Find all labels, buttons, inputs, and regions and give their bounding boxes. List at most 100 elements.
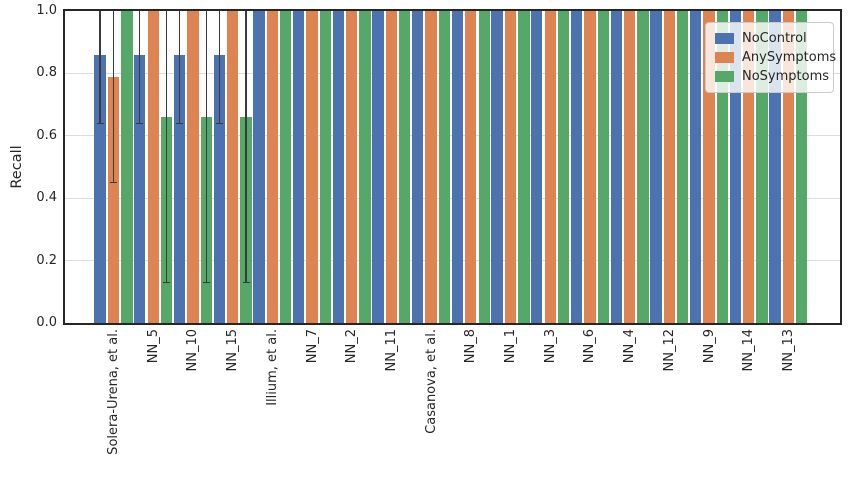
bar xyxy=(465,11,477,323)
error-bar-cap xyxy=(202,281,210,284)
error-bar xyxy=(165,11,168,283)
x-tick-label: NN_14 xyxy=(741,329,757,372)
bar xyxy=(677,11,689,323)
bar xyxy=(478,11,490,323)
bar xyxy=(173,54,186,323)
error-bar-cap xyxy=(110,181,117,184)
legend-swatch-icon xyxy=(715,71,734,82)
x-tick-label: Solera-Urena, et al. xyxy=(106,329,121,455)
legend-item: NoSymptoms xyxy=(715,69,829,84)
bar xyxy=(689,11,702,323)
bar xyxy=(94,54,106,323)
legend-label: NoControl xyxy=(742,31,807,46)
legend-item: NoControl xyxy=(715,31,824,46)
error-bar xyxy=(112,11,115,183)
x-tick-label: NN_5 xyxy=(145,329,161,364)
x-tick-label: NN_4 xyxy=(622,329,638,364)
bar xyxy=(663,11,675,323)
error-bar-cap xyxy=(215,122,223,125)
bar xyxy=(372,11,384,323)
bar xyxy=(518,11,530,323)
bar xyxy=(292,11,305,323)
bar xyxy=(597,11,609,323)
x-tick-label: NN_10 xyxy=(185,329,201,372)
bar xyxy=(491,11,503,323)
bar xyxy=(121,11,133,323)
bar xyxy=(531,11,543,323)
bar xyxy=(610,11,622,323)
bar xyxy=(570,11,583,323)
error-bar-cap xyxy=(242,281,250,284)
bar xyxy=(332,11,344,323)
bar xyxy=(769,11,781,323)
x-tick-label: Casanova, et al. xyxy=(423,329,439,434)
bar xyxy=(756,11,768,323)
bar xyxy=(319,11,332,323)
y-tick-label: 0.8 xyxy=(36,65,57,81)
bar xyxy=(425,11,437,323)
error-bar-cap xyxy=(96,122,104,125)
error-bar xyxy=(99,11,101,124)
x-tick-label: NN_1 xyxy=(503,329,518,364)
x-tick-label: NN_7 xyxy=(304,329,320,364)
bar xyxy=(743,11,755,323)
bar xyxy=(107,76,120,323)
x-tick-label: NN_12 xyxy=(661,329,677,372)
legend: NoControl AnySymptoms NoSymptoms xyxy=(705,22,836,93)
error-bar-cap xyxy=(136,122,144,125)
bar xyxy=(346,11,358,323)
bar xyxy=(213,54,225,323)
bar xyxy=(716,11,729,323)
error-bar xyxy=(178,11,181,124)
legend-label: NoSymptoms xyxy=(742,69,830,84)
y-tick-label: 0.0 xyxy=(36,315,57,330)
bar xyxy=(650,11,662,323)
bar xyxy=(134,54,146,323)
bar xyxy=(266,11,278,323)
bar xyxy=(796,11,808,323)
y-tick-label: 0.2 xyxy=(36,252,57,268)
bar xyxy=(147,11,159,323)
bar xyxy=(187,11,199,323)
error-bar-cap xyxy=(163,281,171,284)
error-bar xyxy=(139,11,141,124)
x-tick-label: NN_15 xyxy=(225,329,241,372)
bar xyxy=(438,11,451,323)
bar xyxy=(253,11,265,323)
bar xyxy=(623,11,636,323)
x-tick-label: NN_11 xyxy=(383,329,399,372)
bar xyxy=(385,11,398,323)
y-tick-label: 0.6 xyxy=(36,127,57,143)
bar xyxy=(226,11,239,323)
bar xyxy=(359,11,371,323)
x-tick-label: NN_6 xyxy=(582,329,598,364)
bar xyxy=(782,11,795,323)
bar xyxy=(557,11,570,323)
bar xyxy=(729,11,741,323)
error-bar xyxy=(218,11,220,124)
bar xyxy=(703,11,715,323)
legend-swatch-icon xyxy=(715,33,734,44)
bar xyxy=(412,11,424,323)
x-tick-label: NN_2 xyxy=(344,329,360,364)
bar xyxy=(504,11,517,323)
x-tick-label: NN_13 xyxy=(780,329,796,372)
legend-item: AnySymptoms xyxy=(715,50,836,65)
bar xyxy=(584,11,596,323)
bar xyxy=(637,11,649,323)
x-tick-label: NN_8 xyxy=(463,329,479,364)
x-tick-label: NN_3 xyxy=(542,329,558,364)
y-tick-label: 0.4 xyxy=(36,190,57,206)
bar xyxy=(399,11,411,323)
error-bar-cap xyxy=(176,122,183,125)
x-tick-label: Illium, et al. xyxy=(264,329,280,406)
error-bar xyxy=(205,11,207,283)
x-tick-label: NN_9 xyxy=(701,329,717,364)
bar xyxy=(544,11,556,323)
legend-label: AnySymptoms xyxy=(742,50,837,65)
legend-swatch-icon xyxy=(715,52,734,63)
y-tick-label: 1.0 xyxy=(36,3,57,18)
bar xyxy=(451,11,464,323)
bar xyxy=(280,11,292,323)
